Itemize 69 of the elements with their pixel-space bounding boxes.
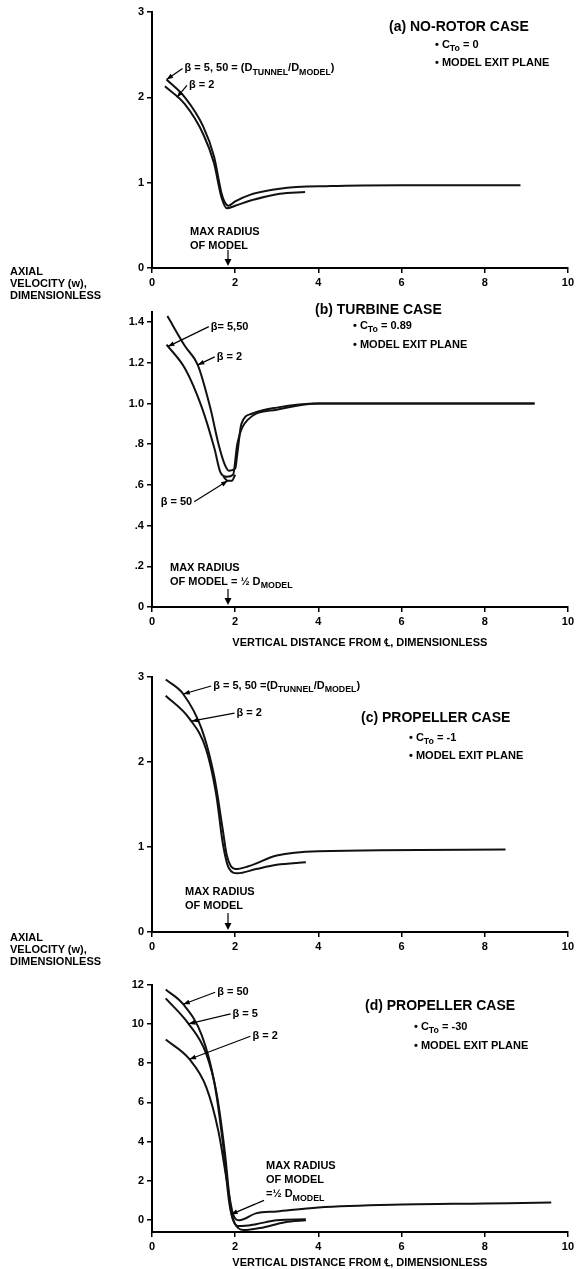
y-tick-label: .6	[134, 477, 144, 490]
annotation: • MODEL EXIT PLANE	[414, 1039, 529, 1052]
x-tick-label: 8	[481, 275, 488, 288]
y-tick-label: 0	[137, 261, 144, 274]
x-tick-label: 0	[148, 275, 156, 288]
text: (c) PROPELLER CASE	[361, 708, 511, 725]
y-tick-label: 1.0	[128, 396, 144, 409]
annotation: β = 50	[217, 985, 249, 998]
annotation: MAX RADIUS OF MODEL	[190, 225, 260, 252]
y-tick-label: 1.4	[128, 315, 145, 328]
y-axis-title: AXIAL VELOCITY (w), DIMENSIONLESS	[10, 931, 102, 968]
y-tick-label: 2	[137, 1173, 144, 1186]
annotation: β = 5	[232, 1006, 258, 1019]
annotation: • MODEL EXIT PLANE	[435, 56, 550, 69]
y-tick-label: 1.2	[128, 355, 144, 368]
x-tick-label: 2	[232, 275, 239, 288]
x-tick-label: 6	[398, 275, 405, 288]
annotation: β = 2	[236, 706, 262, 719]
y-tick-label: 3	[137, 5, 144, 18]
text: (d) PROPELLER CASE	[365, 996, 516, 1013]
annotation: β = 2	[252, 1029, 278, 1042]
x-axis-title: VERTICAL DISTANCE FROM ℄, DIMENSIONLESS	[232, 1256, 488, 1269]
y-tick-label: .4	[134, 518, 145, 531]
y-axis-title: AXIAL VELOCITY (w), DIMENSIONLESS	[10, 265, 102, 302]
x-axis-title: VERTICAL DISTANCE FROM ℄, DIMENSIONLESS	[232, 636, 488, 649]
y-tick-label: 2	[137, 755, 144, 768]
x-tick-label: 6	[398, 939, 405, 952]
x-tick-label: 10	[561, 614, 575, 627]
x-tick-label: 0	[148, 1239, 156, 1252]
y-tick-label: 0	[137, 925, 144, 938]
annotation: β= 5,50	[210, 319, 249, 332]
x-tick-label: 0	[148, 614, 156, 627]
x-tick-label: 8	[481, 614, 488, 627]
y-tick-label: 12	[131, 977, 144, 990]
x-tick-label: 6	[398, 614, 405, 627]
x-tick-label: 2	[232, 1239, 239, 1252]
annotation: β = 2	[188, 78, 215, 91]
x-tick-label: 0	[148, 939, 156, 952]
annotation: β = 2	[216, 349, 243, 362]
annotation: • MODEL EXIT PLANE	[409, 749, 524, 762]
y-tick-label: .8	[134, 437, 144, 450]
x-tick-label: 10	[561, 939, 575, 952]
y-tick-label: 3	[137, 670, 144, 683]
x-tick-label: 10	[561, 1239, 575, 1252]
annotation: MAX RADIUS OF MODEL	[185, 885, 255, 912]
x-tick-label: 4	[315, 275, 323, 288]
annotation: • MODEL EXIT PLANE	[353, 338, 468, 351]
x-tick-label: 2	[232, 939, 239, 952]
x-tick-label: 8	[481, 1239, 488, 1252]
chart-title: (b) TURBINE CASE	[315, 300, 442, 317]
y-tick-label: 0	[137, 1213, 144, 1226]
x-tick-label: 4	[315, 1239, 323, 1252]
y-tick-label: 2	[137, 90, 144, 103]
y-tick-label: .2	[134, 559, 144, 572]
chart-title: (a) NO-ROTOR CASE	[389, 17, 529, 34]
x-tick-label: 4	[315, 939, 323, 952]
y-tick-label: 1	[137, 175, 144, 188]
y-tick-label: 4	[137, 1134, 145, 1147]
y-tick-label: 6	[137, 1095, 144, 1108]
y-tick-label: 0	[137, 600, 144, 613]
y-tick-label: 1	[137, 840, 144, 853]
x-tick-label: 6	[398, 1239, 405, 1252]
x-tick-label: 4	[315, 614, 323, 627]
y-tick-label: 10	[131, 1016, 144, 1029]
x-tick-label: 2	[232, 614, 239, 627]
x-tick-label: 10	[561, 275, 575, 288]
y-tick-label: 8	[137, 1056, 144, 1069]
x-tick-label: 8	[481, 939, 488, 952]
annotation: β = 50	[160, 494, 193, 507]
